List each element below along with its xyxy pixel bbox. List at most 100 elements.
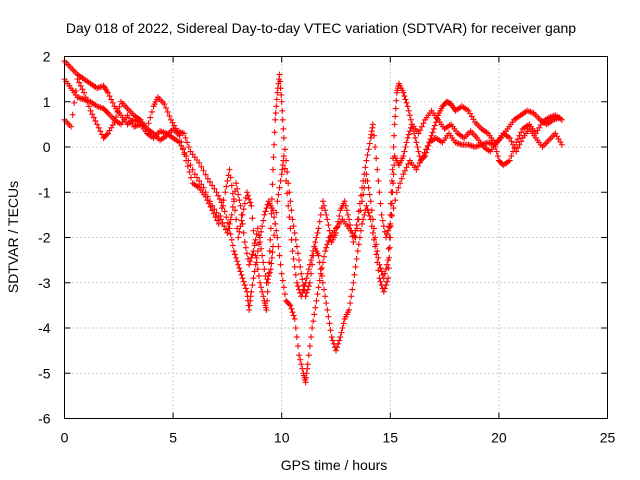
data-point xyxy=(230,198,237,205)
data-point xyxy=(232,251,239,258)
data-point xyxy=(375,177,382,184)
data-point xyxy=(229,203,236,210)
data-point xyxy=(361,171,368,178)
data-point xyxy=(372,243,379,250)
data-point xyxy=(265,279,272,286)
data-point xyxy=(365,184,372,191)
data-point xyxy=(226,166,233,173)
data-point xyxy=(284,168,291,175)
data-point xyxy=(406,128,413,135)
data-point xyxy=(508,153,515,160)
data-point xyxy=(321,253,328,260)
data-point xyxy=(74,76,81,83)
data-point xyxy=(252,252,259,259)
data-point xyxy=(334,224,341,231)
data-point xyxy=(266,259,273,266)
data-point xyxy=(276,71,283,78)
data-point xyxy=(288,305,295,312)
data-point xyxy=(296,257,303,264)
data-point xyxy=(305,283,312,290)
data-point xyxy=(299,276,306,283)
data-point xyxy=(368,207,375,214)
data-point xyxy=(285,180,292,187)
data-point xyxy=(237,268,244,275)
data-point xyxy=(322,207,329,214)
data-point xyxy=(271,214,278,221)
data-point xyxy=(353,222,360,229)
data-point xyxy=(341,198,348,205)
data-point xyxy=(372,144,379,150)
data-point xyxy=(324,306,331,313)
data-point xyxy=(400,171,407,178)
data-point xyxy=(178,138,185,145)
data-point xyxy=(234,225,241,232)
y-tick-label: 0 xyxy=(43,139,51,155)
data-point xyxy=(266,269,273,276)
data-point xyxy=(215,220,222,227)
data-point xyxy=(211,185,218,192)
data-point xyxy=(270,243,277,250)
data-point xyxy=(145,120,152,127)
data-point xyxy=(419,153,426,160)
data-point xyxy=(275,191,282,198)
x-tick-label: 15 xyxy=(383,430,399,446)
data-point xyxy=(164,108,171,115)
data-point xyxy=(76,79,83,86)
data-point xyxy=(357,192,364,199)
data-point xyxy=(114,108,121,115)
data-point xyxy=(279,107,286,114)
data-point xyxy=(305,266,312,273)
data-point xyxy=(163,104,170,111)
data-point xyxy=(558,141,565,148)
data-point xyxy=(384,231,391,238)
data-point xyxy=(414,163,421,170)
data-point xyxy=(94,121,101,128)
data-point xyxy=(375,254,382,261)
data-point xyxy=(104,89,111,96)
data-point xyxy=(313,234,320,241)
data-point xyxy=(238,217,245,224)
data-point xyxy=(402,96,409,103)
data-point xyxy=(289,309,296,316)
data-point xyxy=(430,125,437,132)
data-point xyxy=(368,223,375,230)
data-point xyxy=(269,181,276,188)
data-point xyxy=(324,241,331,248)
data-point xyxy=(293,243,300,250)
data-point xyxy=(267,266,274,273)
data-point xyxy=(311,311,318,318)
data-point xyxy=(356,234,363,241)
data-point xyxy=(263,306,270,313)
data-point xyxy=(390,171,397,178)
data-point xyxy=(241,239,248,246)
data-point xyxy=(323,211,330,218)
data-point xyxy=(258,245,265,252)
data-point xyxy=(390,180,397,187)
data-point xyxy=(351,271,358,278)
data-point xyxy=(228,211,235,218)
data-point xyxy=(323,300,330,307)
data-point xyxy=(250,275,257,282)
data-point xyxy=(390,144,397,150)
data-point xyxy=(327,327,334,334)
data-point xyxy=(265,270,272,277)
data-point xyxy=(363,202,370,209)
data-point xyxy=(319,279,326,286)
data-point xyxy=(406,112,413,119)
data-point xyxy=(371,132,378,139)
data-point xyxy=(148,108,155,115)
data-point xyxy=(400,153,407,160)
series-track-3 xyxy=(61,71,563,313)
data-point xyxy=(360,177,367,184)
data-point xyxy=(292,236,299,243)
data-point xyxy=(242,244,249,251)
data-point xyxy=(309,261,316,268)
data-point xyxy=(111,119,118,126)
data-point xyxy=(401,148,408,155)
data-point xyxy=(198,181,205,188)
data-point xyxy=(300,282,307,289)
data-point xyxy=(243,189,250,196)
data-point xyxy=(234,258,241,265)
data-point xyxy=(271,141,278,148)
data-point xyxy=(305,352,312,359)
